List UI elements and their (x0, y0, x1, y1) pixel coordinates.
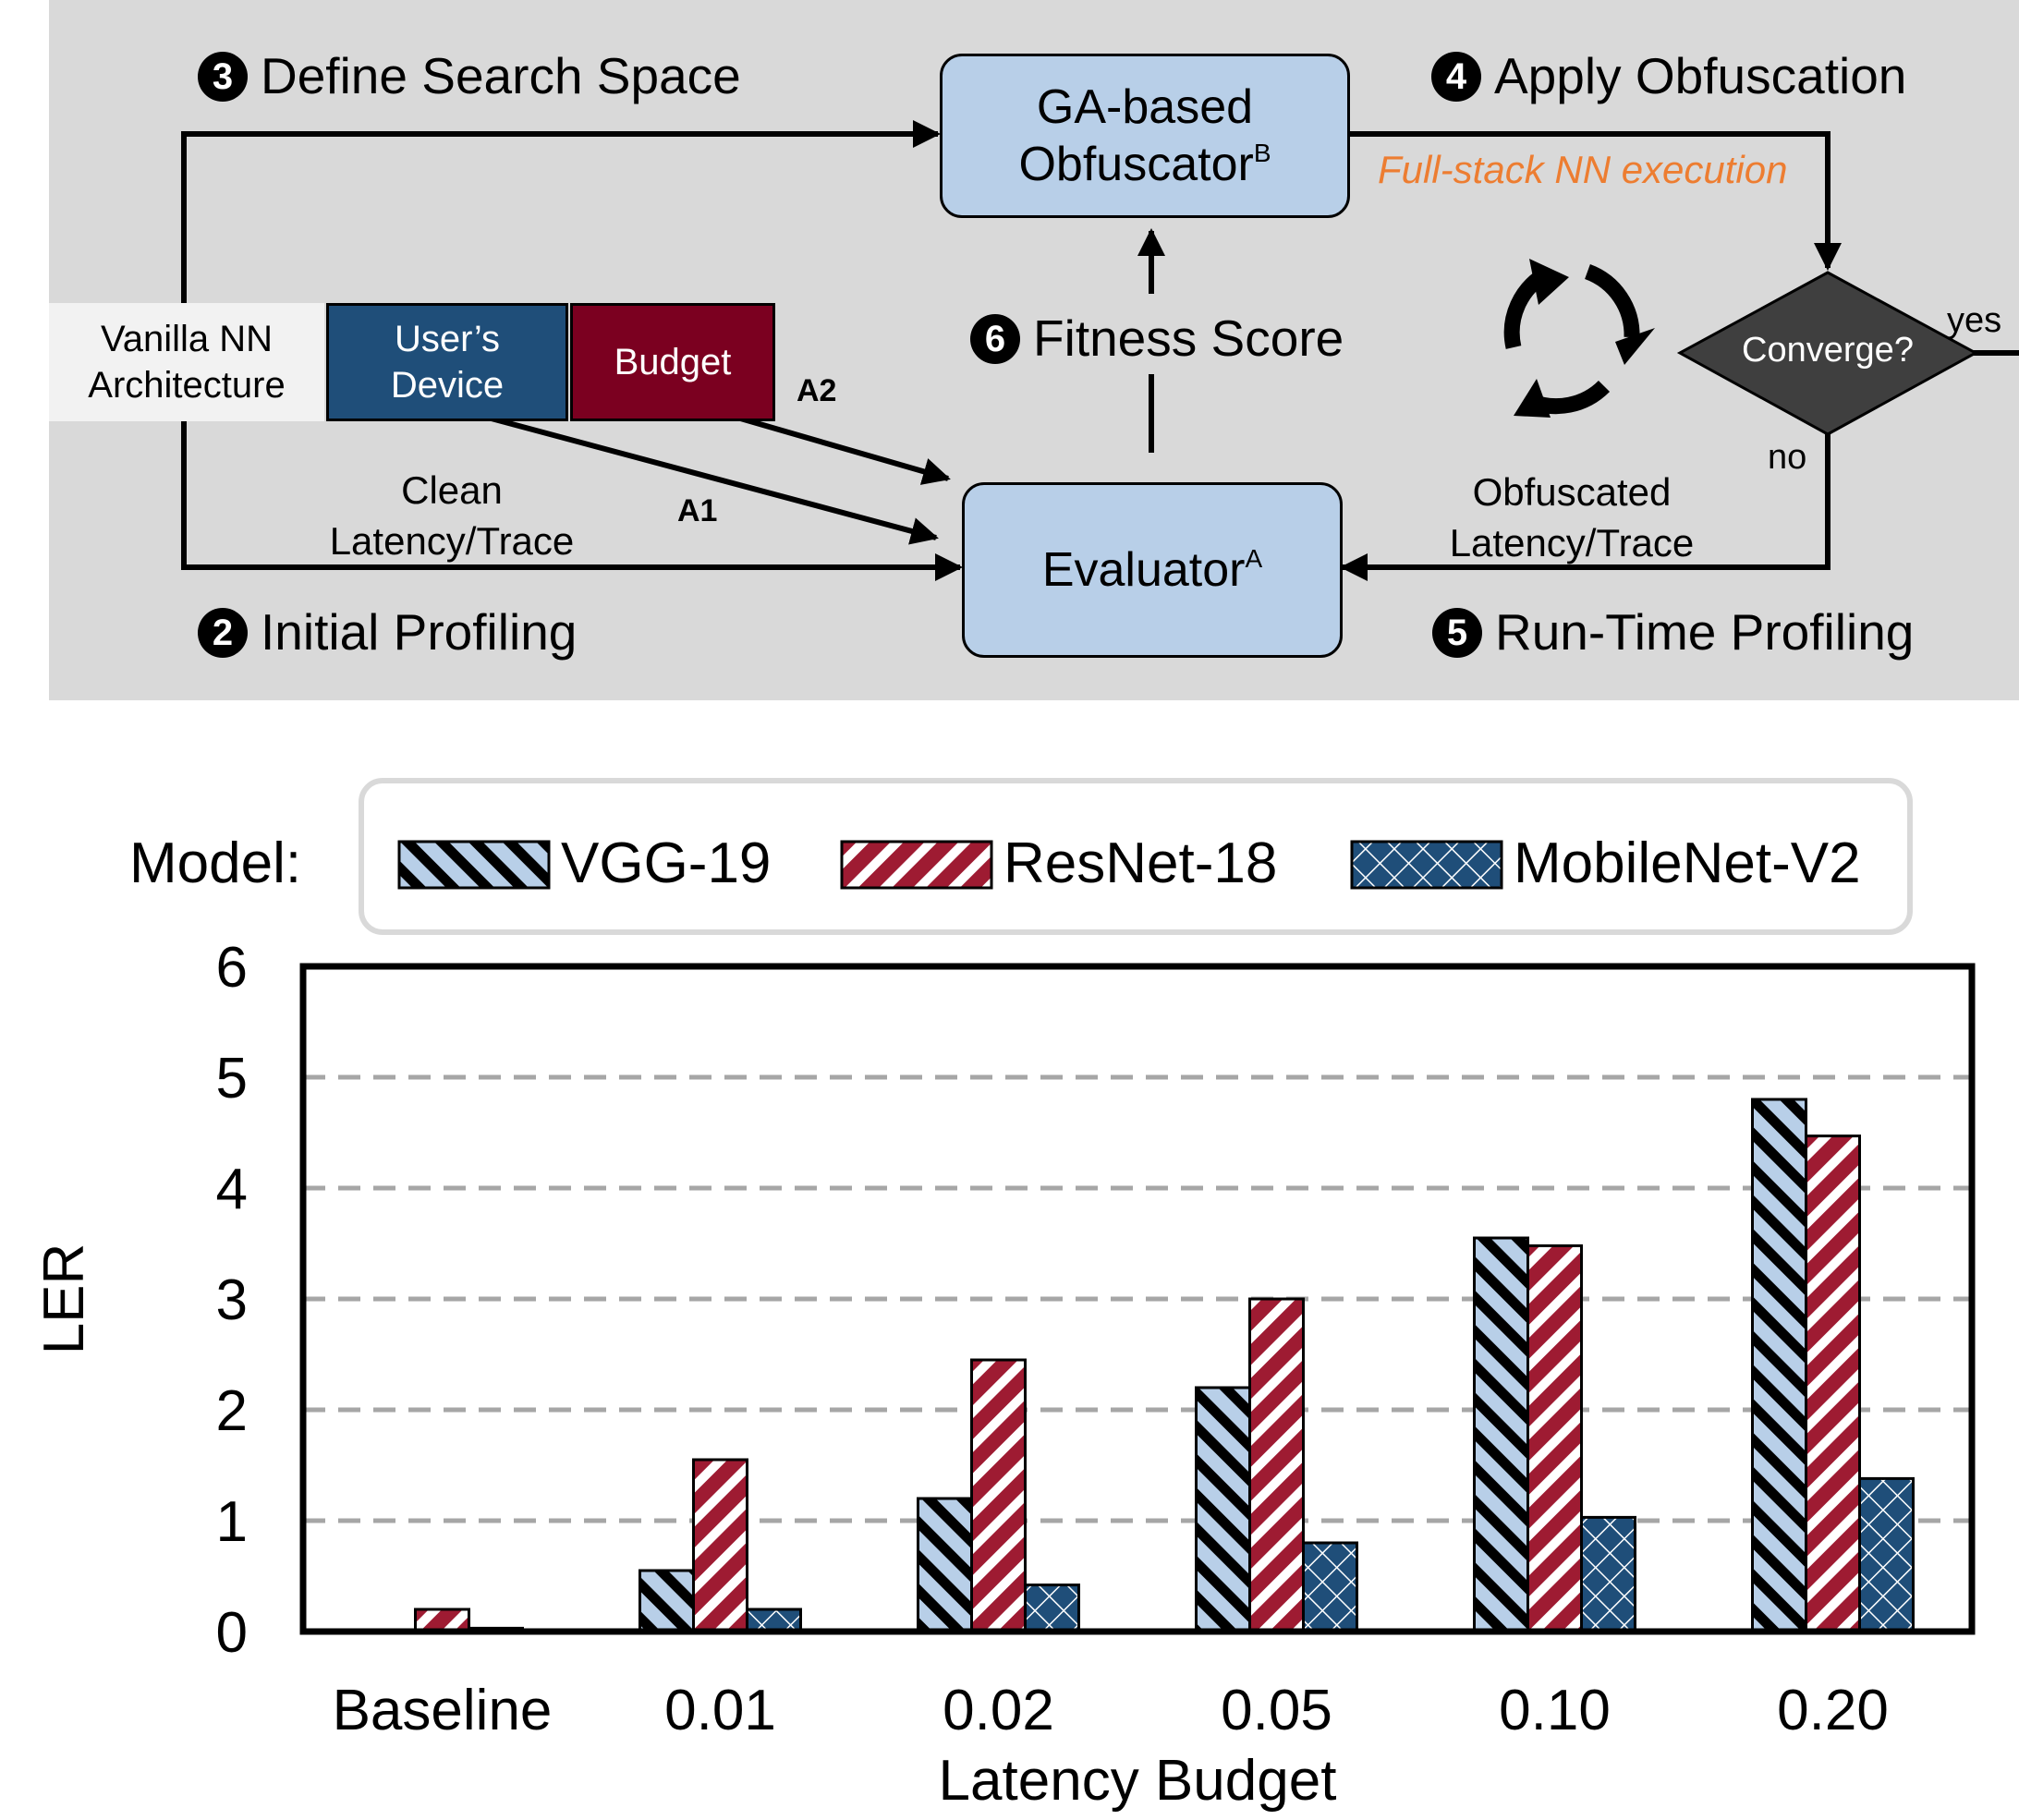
vanilla-nn-box: Vanilla NN Architecture (49, 303, 324, 421)
full-stack-label: Full-stack NN execution (1378, 148, 1788, 191)
legend-label-mobilenetv2: MobileNet-V2 (1514, 831, 1861, 895)
legend-swatch-resnet-18 (840, 840, 993, 890)
bar-mobilenet-v2-0.20 (1858, 1476, 1915, 1633)
converge-label: Converge? (1742, 331, 1914, 370)
vanilla-line1: Vanilla NN (101, 319, 273, 359)
step-label: Fitness Score (1033, 309, 1344, 367)
budget-label: Budget (614, 342, 732, 382)
obfuscated-line2: Latency/Trace (1449, 520, 1695, 564)
legend-label-resnet18: ResNet-18 (1003, 831, 1278, 895)
cycle-arrowheads (1514, 259, 1655, 418)
y-axis-title: LER (32, 1244, 96, 1355)
yes-label: yes (1947, 301, 2002, 340)
x-tick-label: 0.20 (1777, 1679, 1889, 1742)
bar-resnet-18-0.05 (1248, 1297, 1305, 1633)
legend-label-vgg19: VGG-19 (561, 831, 772, 895)
y-tick-label: 4 (216, 1158, 248, 1221)
step-apply-obfuscation: 4 Apply Obfuscation (1431, 47, 1907, 105)
bar-mobilenet-v2-0.10 (1580, 1515, 1636, 1633)
bar-vgg-19-0.10 (1473, 1236, 1529, 1633)
step-label: Run-Time Profiling (1495, 603, 1915, 661)
y-tick-label: 2 (216, 1379, 248, 1443)
step-runtime-profiling: 5 Run-Time Profiling (1432, 603, 1915, 661)
no-label: no (1768, 438, 1807, 477)
legend-frame (359, 778, 1913, 935)
y-tick-label: 1 (216, 1490, 248, 1554)
clean-line2: Latency/Trace (329, 518, 575, 563)
obfuscator-superscript: B (1253, 139, 1271, 167)
obfuscated-line1: Obfuscated (1472, 470, 1672, 514)
step-fitness-score: 6 Fitness Score (970, 309, 1344, 368)
obfuscator-line2: Obfuscator (1018, 138, 1254, 191)
converge-diamond (1676, 271, 1979, 436)
step-number-badge: 5 (1432, 607, 1482, 658)
step-initial-profiling: 2 Initial Profiling (198, 603, 578, 661)
x-tick-label: 0.10 (1499, 1679, 1611, 1742)
legend-swatch-mobilenet-v2 (1350, 840, 1503, 890)
x-tick-label: 0.05 (1221, 1679, 1332, 1742)
clean-latency-label: Clean Latency/Trace (322, 466, 581, 566)
y-tick-label: 6 (216, 936, 248, 1000)
budget-box: Budget (570, 303, 775, 421)
plot-frame (299, 963, 1976, 1635)
step-label: Define Search Space (261, 47, 741, 104)
bar-marks (414, 1098, 1915, 1633)
evaluator-label: Evaluator (1041, 542, 1246, 597)
step-label: Initial Profiling (261, 603, 578, 661)
a1-arrow (487, 415, 939, 545)
step-number-badge: 6 (970, 313, 1020, 364)
bar-resnet-18-0.01 (692, 1458, 748, 1633)
flow-diagram-panel: 3 Define Search Space 4 Apply Obfuscatio… (49, 0, 2019, 700)
x-tick-label: 0.02 (943, 1679, 1054, 1742)
define-search-arrow (181, 120, 941, 305)
device-line1: User’s (394, 319, 501, 359)
y-tick-label: 3 (216, 1268, 248, 1332)
users-device-box: User’s Device (326, 303, 568, 421)
bar-resnet-18-Baseline (414, 1608, 470, 1633)
device-line2: Device (390, 365, 505, 406)
x-tick-label: 0.01 (664, 1679, 776, 1742)
bar-vgg-19-0.02 (917, 1497, 973, 1633)
ga-obfuscator-box: GA-based ObfuscatorB (940, 54, 1350, 218)
bar-resnet-18-0.20 (1805, 1134, 1861, 1633)
bar-resnet-18-0.02 (970, 1358, 1027, 1633)
a1-label: A1 (677, 493, 718, 528)
x-tick-labels: Baseline 0.01 0.02 0.05 0.10 0.20 (333, 1679, 1889, 1742)
bar-mobilenet-v2-0.01 (746, 1608, 802, 1633)
evaluator-superscript: A (1245, 543, 1263, 573)
obfuscator-line1: GA-based (1036, 79, 1254, 134)
a2-arrow (736, 415, 951, 485)
clean-line1: Clean (401, 468, 503, 512)
step-number-badge: 4 (1431, 51, 1481, 102)
initial-profiling-arrow (181, 421, 963, 581)
step-define-search-space: 3 Define Search Space (198, 47, 741, 105)
bar-resnet-18-0.10 (1526, 1244, 1583, 1633)
step-label: Apply Obfuscation (1494, 47, 1907, 104)
x-axis-title: Latency Budget (939, 1749, 1337, 1813)
bar-vgg-19-0.20 (1751, 1098, 1807, 1633)
y-tick-label: 0 (216, 1601, 248, 1665)
step-number-badge: 3 (198, 51, 248, 102)
y-tick-labels: 0 1 2 3 4 5 6 (216, 936, 248, 1665)
apply-obfuscation-arrow (1349, 131, 1842, 271)
bar-vgg-19-0.01 (639, 1569, 695, 1633)
flow-connectors (181, 120, 2019, 581)
step-number-badge: 2 (198, 607, 248, 658)
y-tick-label: 5 (216, 1047, 248, 1110)
evaluator-box: EvaluatorA (962, 482, 1343, 658)
a2-label: A2 (797, 373, 837, 408)
bar-mobilenet-v2-0.05 (1302, 1541, 1358, 1633)
vanilla-line2: Architecture (88, 365, 286, 406)
grid-lines (303, 1074, 1972, 1523)
runtime-profiling-arrow (1340, 434, 1830, 581)
obfuscated-latency-label: Obfuscated Latency/Trace (1433, 467, 1710, 568)
legend-swatches (397, 840, 1503, 890)
legend-title: Model: (129, 831, 302, 895)
x-tick-label: Baseline (333, 1679, 553, 1742)
legend-swatch-vgg-19 (397, 840, 551, 890)
bar-vgg-19-0.05 (1195, 1386, 1251, 1633)
bar-mobilenet-v2-0.02 (1024, 1583, 1080, 1633)
